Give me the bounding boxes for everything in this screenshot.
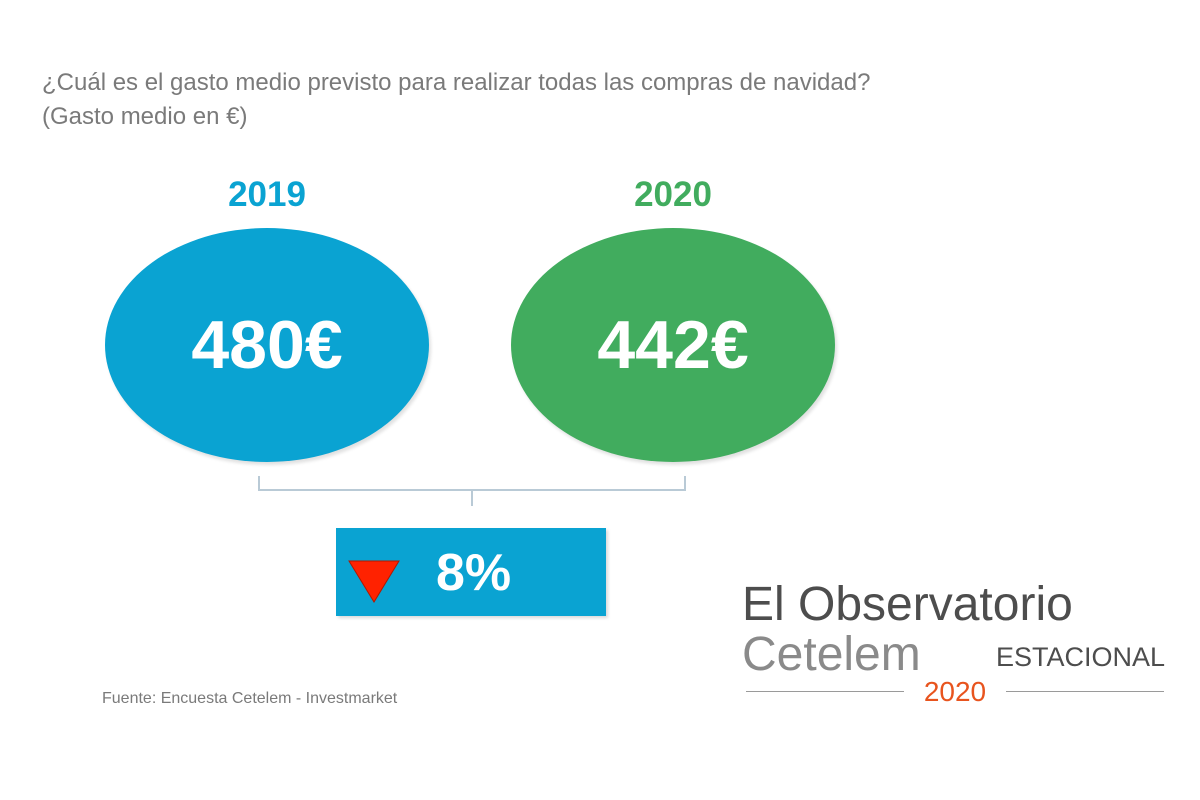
year-label-2019: 2019 <box>228 175 306 214</box>
logo-line-2: Cetelem <box>742 628 921 681</box>
change-percent: 8% <box>436 544 512 602</box>
value-label-2020: 442€ <box>597 307 749 383</box>
value-bubble-2020: 442€ <box>511 228 835 462</box>
logo-year: 2020 <box>923 676 987 707</box>
chart-question: ¿Cuál es el gasto medio previsto para re… <box>42 66 1142 134</box>
logo-rule-right <box>1006 691 1164 692</box>
source-note: Fuente: Encuesta Cetelem - Investmarket <box>102 690 398 707</box>
question-line-2: (Gasto medio en €) <box>42 103 248 130</box>
logo-line-3: ESTACIONAL <box>996 642 1166 672</box>
down-triangle-icon <box>348 560 400 603</box>
change-indicator-box: 8% <box>336 528 606 616</box>
value-label-2019: 480€ <box>191 307 343 383</box>
year-label-2020: 2020 <box>634 175 712 214</box>
value-bubble-2019: 480€ <box>105 228 429 462</box>
logo-rule-left <box>746 691 904 692</box>
question-line-1: ¿Cuál es el gasto medio previsto para re… <box>42 69 871 96</box>
logo-line-1: El Observatorio <box>742 578 1073 631</box>
observatorio-logo: El Observatorio Cetelem ESTACIONAL 2020 <box>740 576 1170 716</box>
